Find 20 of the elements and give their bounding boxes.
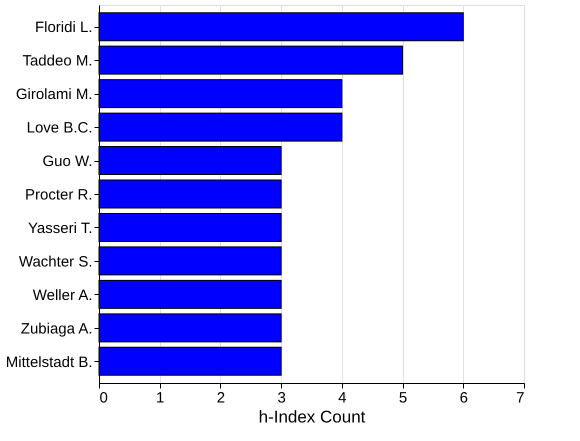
y-tick-label: Guo W. — [42, 153, 92, 170]
y-tick-label: Yasseri T. — [28, 220, 92, 237]
y-tick-label: Love B.C. — [26, 120, 92, 137]
y-tick-label: Taddeo M. — [22, 52, 92, 70]
y-tick-label: Floridi L. — [34, 19, 92, 36]
x-tick-label: 1 — [156, 390, 164, 406]
x-tick-label: 3 — [277, 390, 286, 406]
x-tick-label: 7 — [516, 390, 524, 406]
y-tick-label: Weller A. — [32, 286, 92, 304]
x-tick-label: 5 — [398, 390, 408, 406]
y-tick-label: Wachter S. — [18, 253, 92, 270]
x-tick-label: 0 — [100, 390, 108, 406]
y-tick-label: Mittelstadt B. — [6, 354, 92, 371]
x-tick-label: 6 — [460, 390, 468, 406]
x-tick-label: 4 — [338, 390, 347, 406]
x-axis-title: h-Index Count — [258, 408, 366, 426]
x-tick-label: 2 — [216, 390, 226, 406]
y-tick-label: Girolami M. — [16, 86, 92, 104]
y-tick-label: Procter R. — [24, 186, 92, 204]
y-tick-label: Zubiaga A. — [20, 320, 92, 338]
